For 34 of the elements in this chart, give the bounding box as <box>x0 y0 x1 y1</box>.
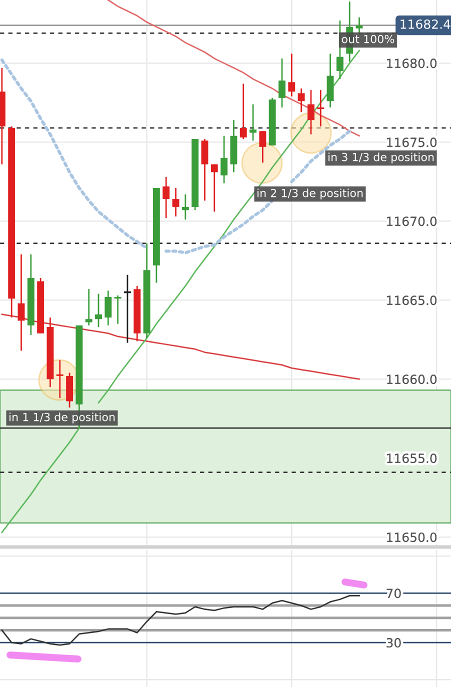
candlestick <box>172 187 180 218</box>
candlestick <box>250 104 256 142</box>
candlestick <box>259 130 266 164</box>
y-tick-label: 11660.0 <box>387 374 437 384</box>
ref-line-label: 11682.4 <box>400 19 450 29</box>
annotation: in 1 1/3 de position <box>9 412 115 424</box>
y-tick-label: 11680.0 <box>387 58 437 68</box>
candlestick <box>162 176 170 219</box>
candlestick <box>288 53 296 98</box>
candlestick <box>95 293 102 328</box>
candlestick <box>104 290 112 326</box>
y-tick-label: 11675.0 <box>387 138 437 148</box>
y-tick-label: 11650.0 <box>387 532 437 542</box>
candlestick <box>278 58 286 108</box>
line-series <box>107 0 360 137</box>
candlestick <box>114 294 122 325</box>
candlestick <box>18 254 25 352</box>
annotation: out 100% <box>342 34 394 44</box>
candlestick <box>317 89 324 128</box>
candlestick <box>240 83 247 140</box>
line-series <box>1 594 360 646</box>
annotation: in 3 1/3 de position <box>328 152 434 164</box>
y-tick-label: 11665.0 <box>387 296 437 306</box>
y-tick-label: 11655.0 <box>387 454 437 464</box>
y-tick-label: 11670.0 <box>387 216 437 226</box>
candlestick <box>201 138 208 202</box>
candlestick <box>307 89 314 135</box>
candlestick <box>182 194 189 220</box>
annotation: in 2 1/3 de position <box>257 188 363 200</box>
candlestick <box>220 135 228 184</box>
candlestick <box>85 288 92 326</box>
candlestick <box>56 359 64 399</box>
candlestick <box>210 164 218 212</box>
candlestick <box>298 88 305 113</box>
